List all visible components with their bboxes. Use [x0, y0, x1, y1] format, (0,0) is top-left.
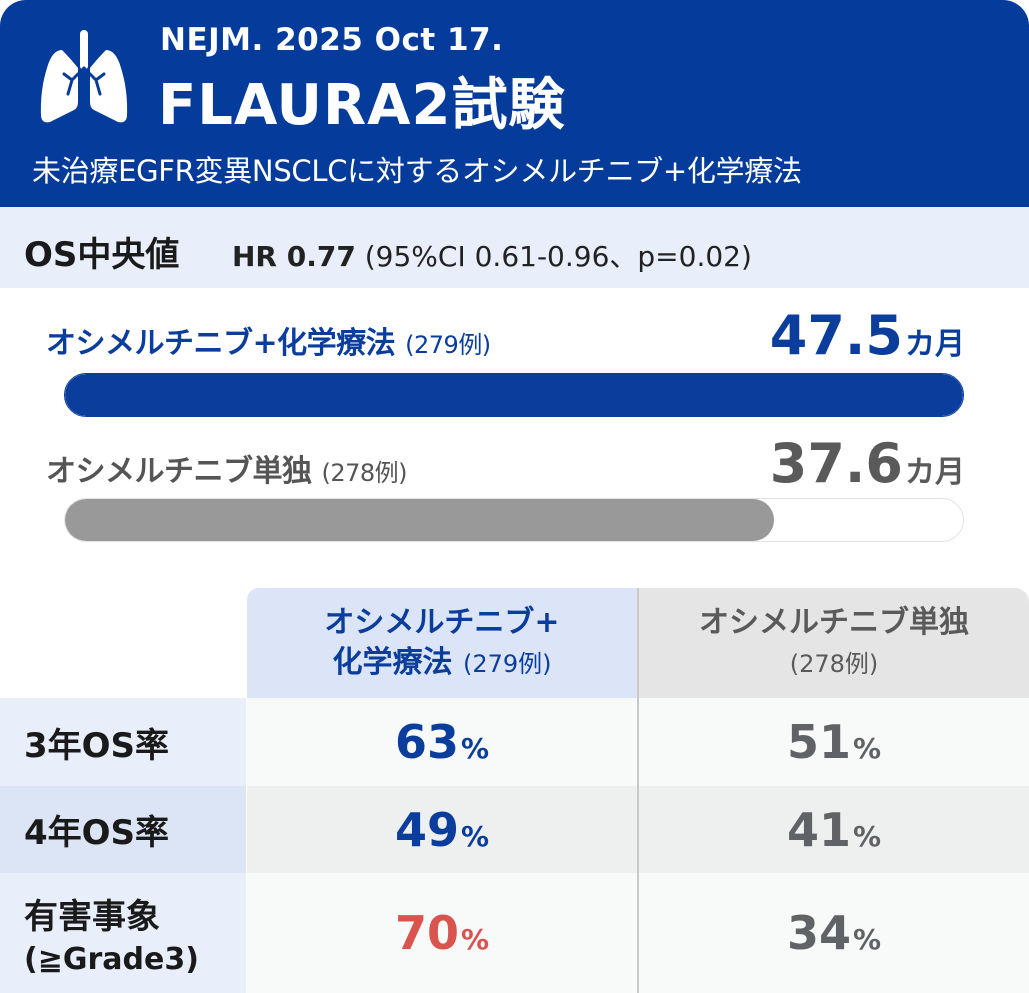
- table-row: 有害事象 (≧Grade3) 70% 34%: [0, 873, 1029, 993]
- trial-subtitle: 未治療EGFR変異NSCLCに対するオシメルチニブ+化学療法: [32, 154, 802, 188]
- column-header-line2-text: 化学療法: [332, 644, 453, 680]
- journal-citation: NEJM. 2025 Oct 17.: [160, 22, 504, 58]
- row-label: 3年OS率: [0, 698, 246, 786]
- cell-monotherapy: 34%: [637, 873, 1029, 993]
- arm-name: オシメルチニブ単独: [46, 454, 312, 489]
- os-median-band: OS中央値 HR 0.77 (95%CI 0.61-0.96、p=0.02): [0, 207, 1029, 288]
- hazard-ratio-text: HR 0.77 (95%CI 0.61-0.96、p=0.02): [232, 235, 752, 275]
- cell-combination: 70%: [247, 873, 637, 993]
- median-os-monotherapy: 37.6カ月: [770, 432, 965, 495]
- lungs-icon: [40, 30, 128, 123]
- column-header-n: (278例): [789, 649, 879, 678]
- os-bar-track-monotherapy: [64, 498, 964, 542]
- value-text: 41%: [787, 803, 881, 857]
- value-text: 70%: [395, 906, 489, 960]
- value-unit: %: [460, 923, 490, 956]
- cell-monotherapy: 51%: [637, 698, 1029, 786]
- arm-name: オシメルチニブ+化学療法: [46, 326, 396, 361]
- column-header-n: (279例): [462, 649, 552, 678]
- value-unit: %: [460, 732, 490, 765]
- median-value: 47.5: [769, 304, 903, 367]
- column-header-line1: オシメルチニブ単独: [699, 604, 969, 640]
- value-number: 63: [394, 715, 459, 769]
- column-header-combination: オシメルチニブ+ 化学療法 (279例): [247, 588, 637, 698]
- value-unit: %: [852, 819, 882, 853]
- cell-monotherapy: 41%: [637, 786, 1029, 873]
- cell-combination: 49%: [247, 786, 637, 873]
- arm-label-combination: オシメルチニブ+化学療法 (279例): [46, 318, 491, 362]
- os-bar-track-combination: [64, 373, 964, 417]
- arm-label-monotherapy: オシメルチニブ単独 (278例): [46, 446, 408, 490]
- arm-n: (278例): [321, 459, 408, 487]
- column-header-monotherapy: オシメルチニブ単独 (278例): [637, 588, 1029, 698]
- confidence-interval: (95%CI 0.61-0.96、p=0.02): [364, 240, 752, 273]
- trial-title: FLAURA2試験: [158, 73, 566, 138]
- value-unit: %: [460, 819, 490, 853]
- column-header-line2: (278例): [790, 643, 879, 684]
- value-number: 49: [394, 802, 459, 857]
- value-text: 63%: [395, 715, 489, 769]
- table-row: 3年OS率 63% 51%: [0, 698, 1029, 786]
- cell-combination: 63%: [247, 698, 637, 786]
- value-unit: %: [852, 732, 882, 765]
- median-os-combination: 47.5カ月: [770, 304, 965, 367]
- value-text: 34%: [787, 906, 881, 960]
- header-banner: NEJM. 2025 Oct 17. FLAURA2試験 未治療EGFR変異NS…: [0, 0, 1029, 207]
- os-bar-monotherapy: [65, 499, 775, 541]
- os-bar-combination: [65, 374, 963, 416]
- column-header-line1: オシメルチニブ+: [324, 604, 560, 640]
- table-row: 4年OS率 49% 41%: [0, 786, 1029, 873]
- row-label: 有害事象: [24, 897, 160, 937]
- value-unit: %: [852, 923, 882, 956]
- column-header-line2: 化学療法 (279例): [333, 643, 552, 684]
- row-label: 4年OS率: [0, 786, 246, 873]
- median-value: 37.6: [769, 432, 903, 495]
- os-median-label: OS中央値: [24, 235, 180, 275]
- value-number: 41: [786, 802, 851, 857]
- median-unit: カ月: [905, 327, 965, 362]
- value-number: 70: [394, 906, 459, 960]
- row-sublabel: (≧Grade3): [24, 942, 199, 977]
- row-label-group: 有害事象 (≧Grade3): [0, 873, 246, 993]
- median-unit: カ月: [905, 455, 965, 490]
- value-text: 49%: [395, 803, 489, 857]
- arm-n: (279例): [405, 331, 491, 359]
- hazard-ratio-value: HR 0.77: [232, 240, 356, 273]
- value-number: 34: [786, 906, 851, 960]
- value-number: 51: [786, 715, 851, 769]
- value-text: 51%: [787, 715, 881, 769]
